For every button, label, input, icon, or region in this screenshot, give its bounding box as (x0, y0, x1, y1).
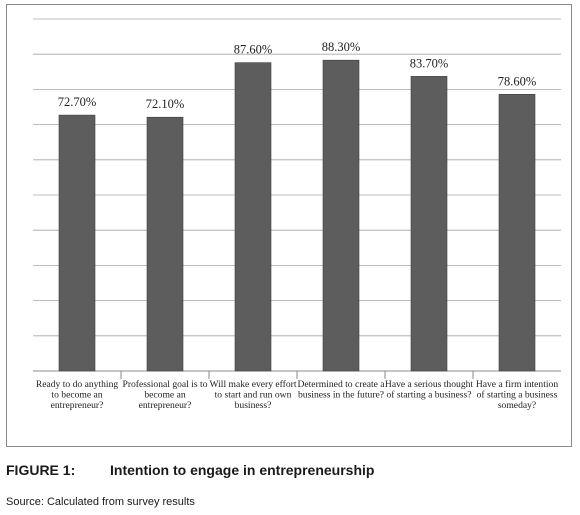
category-label: entrepreneur? (139, 400, 192, 411)
data-label: 83.70% (410, 56, 449, 70)
category-label: Have a serious thought (385, 379, 474, 390)
data-label: 87.60% (234, 43, 273, 57)
category-label: become an (144, 390, 185, 401)
bar-chart: 72.70% 72.10% 87.60% 88.30% 83.70% 78.60% Rea… (33, 18, 561, 411)
category-label: entrepreneur? (51, 400, 104, 411)
figure-caption: FIGURE 1: Intention to engage in entrepre… (6, 462, 374, 478)
category-label: of starting a business (477, 390, 558, 401)
category-label: to start and run own (215, 390, 292, 401)
data-label: 72.70% (58, 95, 97, 109)
category-label: Determined to create a (297, 379, 385, 390)
figure-source: Source: Calculated from survey results (6, 496, 195, 508)
category-label: to become an (51, 390, 102, 401)
category-label: Will make every effort (209, 379, 296, 390)
category-label: business in the future? (298, 390, 384, 401)
data-labels: 72.70% 72.10% 87.60% 88.30% 83.70% 78.60% (58, 40, 537, 111)
bar (146, 116, 184, 372)
bar (322, 59, 360, 372)
category-label: Professional goal is to (122, 379, 207, 390)
category-label: business? (235, 400, 272, 411)
figure-number: FIGURE 1: (6, 462, 76, 478)
bar (234, 62, 272, 372)
category-label: of starting a business? (387, 390, 472, 401)
category-label: Ready to do anything (36, 379, 119, 390)
data-label: 88.30% (322, 40, 361, 54)
chart-frame: 72.70% 72.10% 87.60% 88.30% 83.70% 78.60% Rea… (6, 4, 572, 447)
category-label: someday? (498, 400, 536, 411)
category-label: Have a firm intention (476, 379, 559, 390)
data-label: 78.60% (498, 74, 537, 88)
bar (58, 114, 96, 372)
bar (498, 94, 536, 372)
figure-title: Intention to engage in entrepreneurship (110, 462, 375, 478)
data-label: 72.10% (146, 97, 185, 111)
gridlines (33, 18, 561, 379)
bars (58, 59, 536, 372)
bar (410, 76, 448, 372)
